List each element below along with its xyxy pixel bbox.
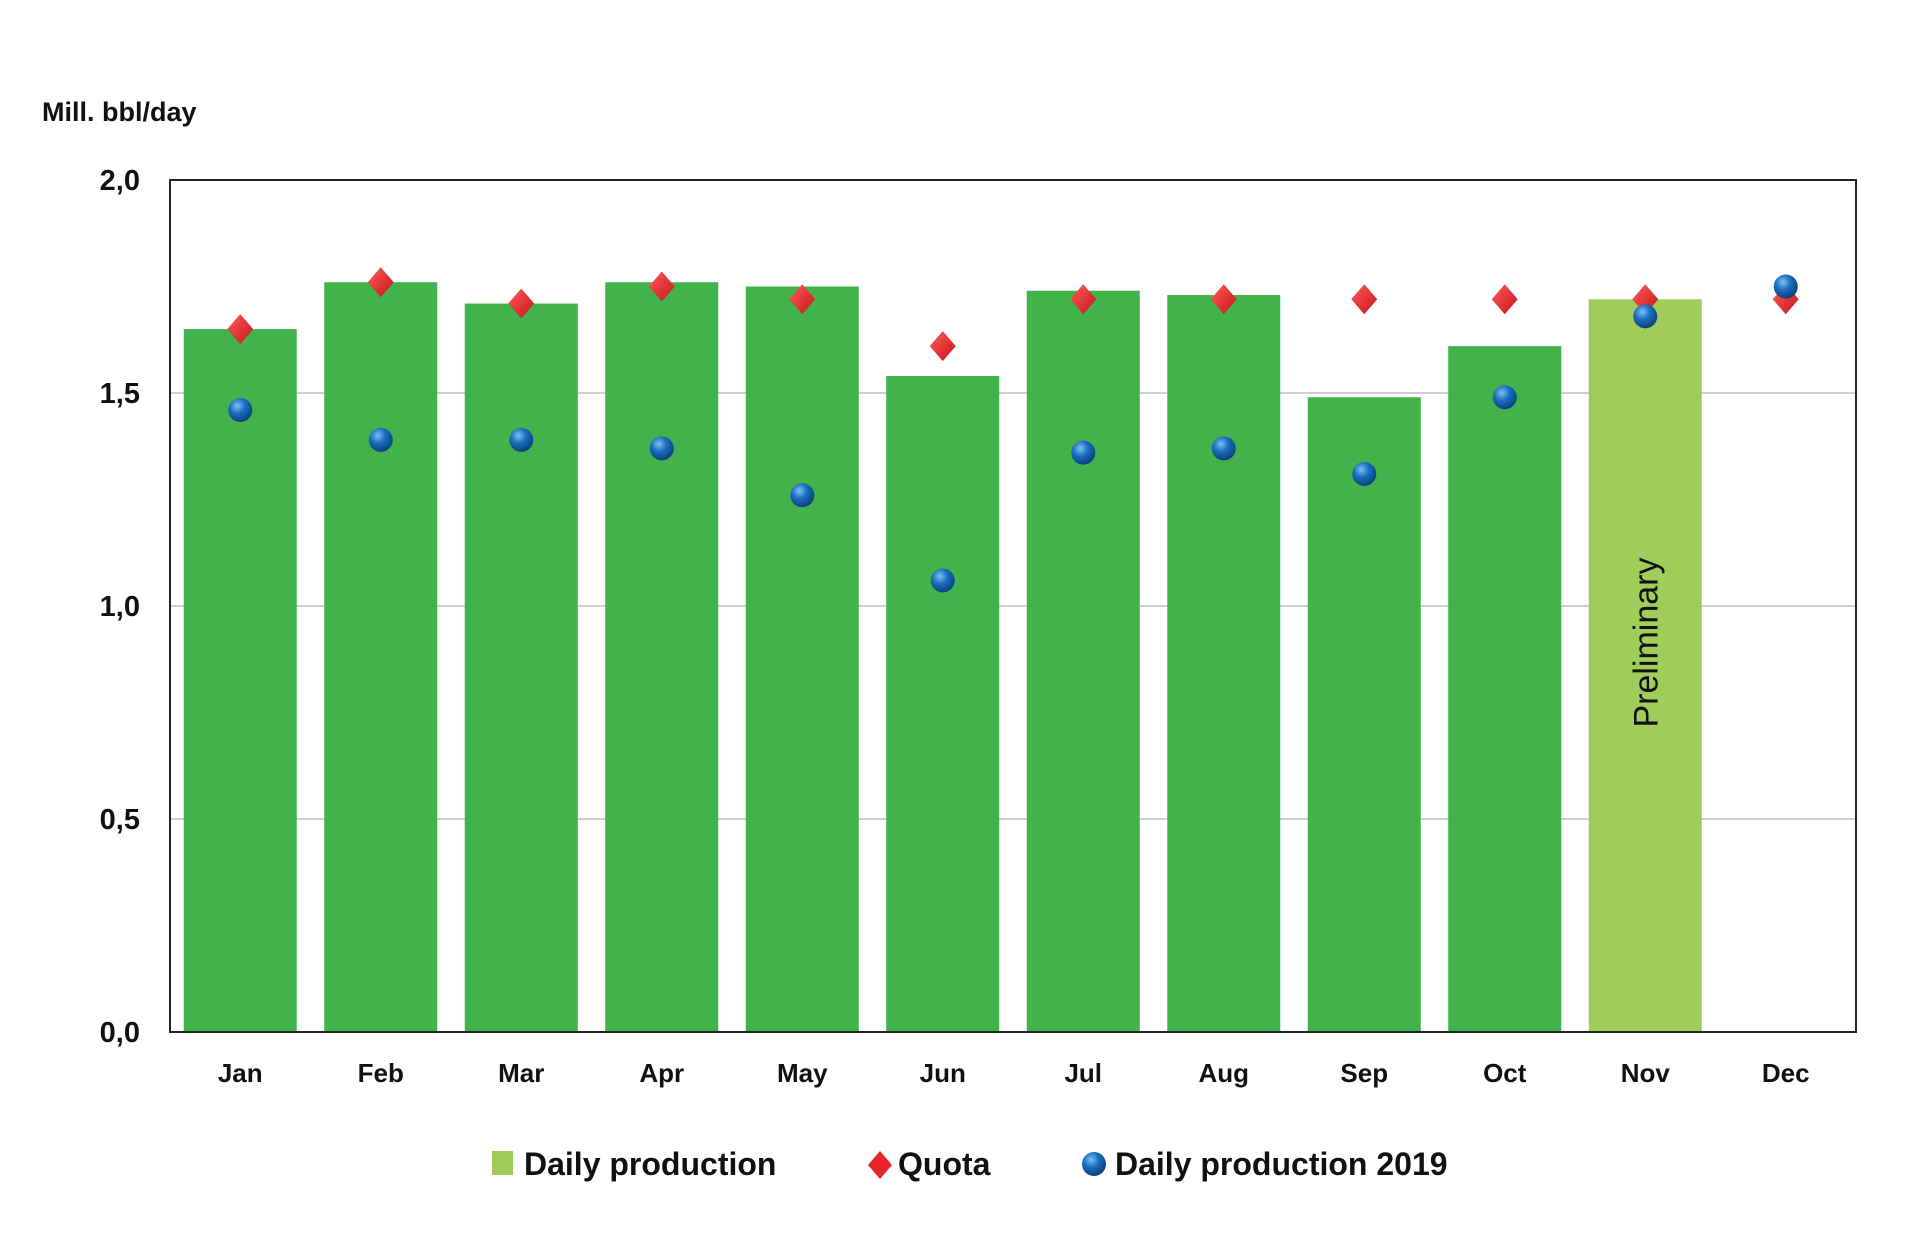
production-2019-marker-aug — [1211, 436, 1236, 461]
bar-sep — [1307, 397, 1421, 1032]
production-2019-marker-apr — [649, 436, 674, 461]
production-2019-marker-jan — [228, 398, 253, 423]
y-tick-label: 1,0 — [100, 591, 140, 623]
x-tick-label: Feb — [358, 1058, 404, 1088]
legend: Daily production Quota Daily production … — [492, 1146, 1448, 1182]
gridlines — [170, 392, 1856, 820]
production-2019-marker-feb — [368, 427, 393, 452]
x-tick-label: Oct — [1483, 1058, 1527, 1088]
legend-swatch-daily-production — [492, 1151, 513, 1175]
bar-nov — [1588, 299, 1702, 1032]
quota-marker-jul — [1070, 284, 1097, 315]
production-2019-marker-may — [790, 483, 815, 508]
bar-apr — [605, 282, 719, 1032]
quota-marker-jun — [929, 331, 956, 362]
production-2019-marker-dec — [1773, 274, 1798, 299]
x-axis-ticks: Jan Feb Mar Apr May Jun Jul Aug Sep Oct Nov Dec — [218, 1058, 1810, 1088]
production-2019-marker-mar — [509, 427, 534, 452]
bar-jun — [886, 375, 1000, 1033]
y-tick-label: 0,5 — [100, 804, 140, 836]
bar-may — [745, 286, 859, 1032]
quota-marker-sep — [1351, 284, 1378, 315]
legend-swatch-quota — [868, 1151, 892, 1179]
x-tick-label: Jan — [218, 1058, 263, 1088]
bar-feb — [324, 282, 438, 1032]
quota-marker-oct — [1491, 284, 1518, 315]
x-tick-label: Nov — [1621, 1058, 1671, 1088]
bar-mar — [464, 303, 578, 1032]
bars — [183, 282, 1702, 1033]
quota-marker-feb — [367, 267, 394, 298]
legend-swatch-daily-production-2019 — [1082, 1152, 1106, 1176]
quota-marker-may — [789, 284, 816, 315]
x-tick-label: Apr — [639, 1058, 684, 1088]
bar-jul — [1026, 290, 1140, 1032]
legend-label-quota: Quota — [898, 1146, 991, 1182]
plot-frame — [169, 179, 1857, 1033]
production-2019-marker-oct — [1492, 385, 1517, 410]
y-tick-label: 1,5 — [100, 378, 140, 410]
production-2019-marker-sep — [1352, 461, 1377, 486]
quota-marker-aug — [1210, 284, 1237, 315]
production-2019-marker-nov — [1633, 304, 1658, 329]
quota-marker-mar — [508, 288, 535, 319]
y-tick-label: 0,0 — [100, 1017, 140, 1049]
y-axis-ticks: 0,0 0,5 1,0 1,5 2,0 — [100, 165, 140, 1049]
legend-label-daily-production: Daily production — [524, 1146, 776, 1182]
x-tick-label: Sep — [1340, 1058, 1388, 1088]
x-tick-label: May — [777, 1058, 828, 1088]
quota-marker-jan — [227, 314, 254, 345]
preliminary-annotation: Preliminary — [1627, 557, 1665, 727]
bar-aug — [1167, 295, 1281, 1032]
production-2019-marker-jul — [1071, 440, 1096, 465]
markers — [227, 267, 1799, 593]
bar-jan — [183, 329, 297, 1033]
production-2019-marker-jun — [930, 568, 955, 593]
x-tick-label: Aug — [1198, 1058, 1249, 1088]
x-tick-label: Jun — [920, 1058, 966, 1088]
x-tick-label: Dec — [1762, 1058, 1810, 1088]
bar-oct — [1448, 346, 1562, 1032]
quota-marker-apr — [648, 271, 675, 302]
y-tick-label: 2,0 — [100, 165, 140, 197]
x-tick-label: Mar — [498, 1058, 544, 1088]
y-axis-label: Mill. bbl/day — [42, 97, 197, 127]
legend-label-daily-production-2019: Daily production 2019 — [1115, 1146, 1448, 1182]
x-tick-label: Jul — [1064, 1058, 1102, 1088]
